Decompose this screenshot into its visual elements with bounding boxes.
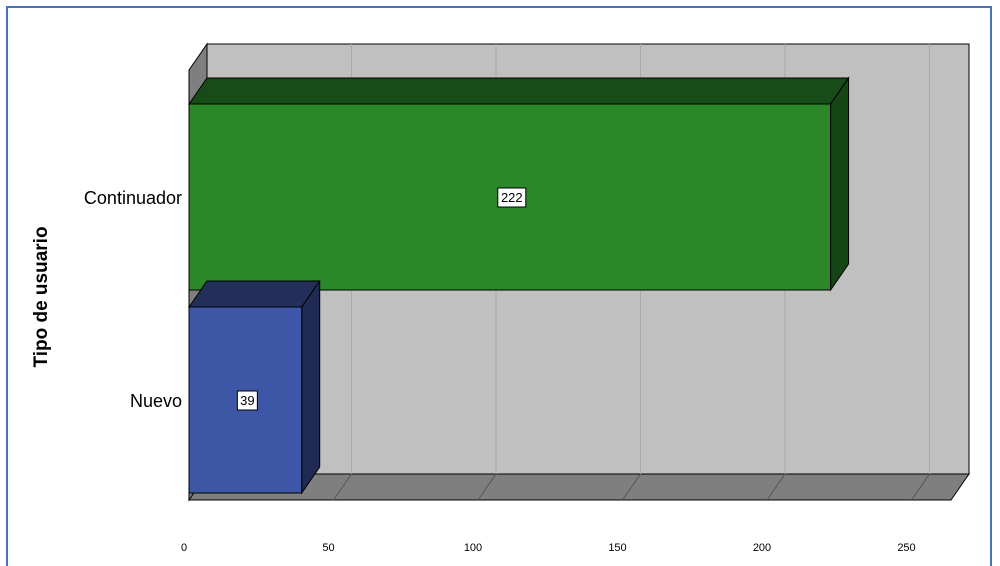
category-label: Nuevo: [130, 391, 182, 411]
x-tick-label: 50: [322, 542, 334, 554]
bar-top-face: [188, 280, 321, 308]
data-label: 39: [240, 393, 254, 408]
floor-grid-line: [477, 473, 497, 501]
x-tick-label: 150: [608, 542, 626, 554]
y-axis-title: Tipo de usuario: [31, 226, 52, 367]
bars: [188, 76, 850, 495]
floor-grid-line: [911, 473, 930, 501]
data-label-box: [236, 390, 258, 411]
floor-grid-line: [622, 473, 641, 501]
data-label: 222: [501, 190, 523, 205]
labels: 0 50 100 150 200 250 222 Continuador 39 Nuevo: [84, 187, 916, 554]
bar-side-face: [301, 279, 321, 495]
floor-grid-line: [333, 473, 352, 501]
floor-grid-line: [766, 473, 786, 501]
data-label-box: [497, 187, 527, 208]
bar-top-face: [188, 77, 850, 105]
x-tick-label: 200: [753, 542, 771, 554]
x-tick-label: 250: [897, 542, 915, 554]
category-label: Continuador: [84, 188, 182, 208]
x-tick-label: 100: [464, 542, 482, 554]
x-tick-label: 0: [181, 542, 187, 554]
chart-frame: [6, 6, 992, 566]
bar-side-face: [830, 76, 850, 292]
